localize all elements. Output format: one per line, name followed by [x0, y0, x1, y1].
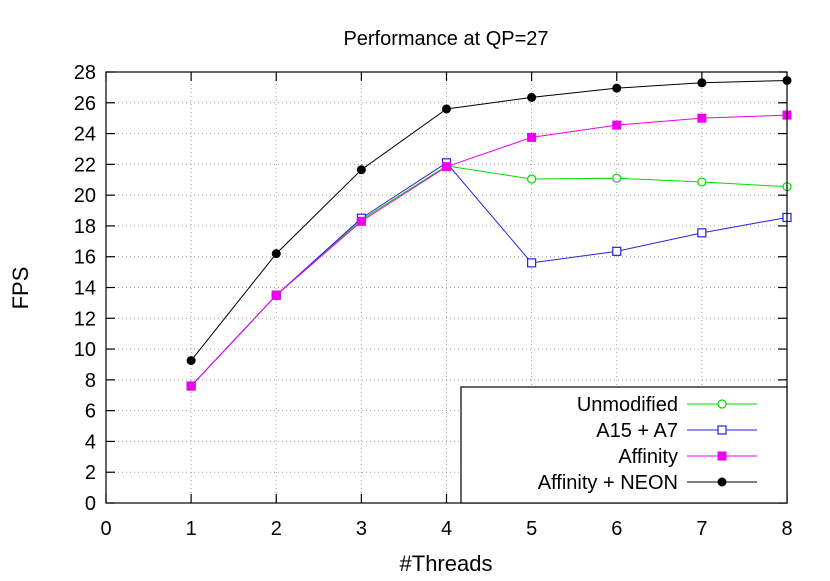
- data-point-affinity: [186, 381, 196, 391]
- y-tick-label: 0: [85, 493, 96, 515]
- y-tick-label: 4: [85, 431, 96, 453]
- data-point-affinity-neon: [186, 356, 196, 366]
- y-tick-label: 18: [74, 216, 96, 238]
- x-tick-label: 8: [781, 518, 792, 540]
- y-tick-label: 26: [74, 93, 96, 115]
- y-tick-label: 28: [74, 62, 96, 84]
- x-tick-label: 3: [356, 518, 367, 540]
- data-point-affinity-neon: [697, 78, 707, 88]
- chart-title: Performance at QP=27: [343, 28, 548, 50]
- grid-lines: [106, 72, 787, 503]
- data-point-affinity: [356, 216, 366, 226]
- series-a15-a7: [186, 158, 792, 391]
- series-affinity-neon: [186, 75, 792, 366]
- y-tick-label: 8: [85, 370, 96, 392]
- data-point-affinity: [527, 132, 537, 142]
- y-tick-label: 12: [74, 308, 96, 330]
- series-layer: [186, 75, 792, 391]
- x-tick-label: 0: [100, 518, 111, 540]
- data-point-unmodified: [697, 177, 707, 187]
- data-point-unmodified: [527, 174, 537, 184]
- series-unmodified: [186, 161, 792, 391]
- legend-label-affinity-neon: Affinity + NEON: [538, 472, 678, 494]
- data-point-affinity: [697, 113, 707, 123]
- legend: Unmodified A15 + A7 Affinity Affinity + NEO…: [460, 386, 788, 504]
- y-tick-label: 24: [74, 124, 96, 146]
- series-line-a15-a7: [190, 162, 788, 387]
- y-tick-label: 6: [85, 401, 96, 423]
- y-tick-label: 22: [74, 154, 96, 176]
- data-point-affinity-neon: [271, 249, 281, 259]
- data-point-unmodified: [612, 173, 622, 183]
- y-tick-label: 16: [74, 247, 96, 269]
- legend-marker-affinity-neon: [717, 477, 727, 487]
- x-tick-label: 7: [696, 518, 707, 540]
- series-affinity: [186, 110, 792, 391]
- data-point-affinity: [612, 120, 622, 130]
- data-point-affinity-neon: [527, 92, 537, 102]
- x-tick-label: 5: [526, 518, 537, 540]
- data-point-affinity-neon: [442, 104, 451, 114]
- series-line-affinity-neon: [190, 79, 788, 361]
- y-axis-label: FPS: [8, 267, 33, 310]
- legend-label-unmodified: Unmodified: [577, 394, 678, 416]
- data-point-affinity: [442, 162, 451, 172]
- legend-label-a15-a7: A15 + A7: [596, 420, 678, 442]
- data-point-a15-a7: [697, 228, 707, 238]
- data-point-a15-a7: [527, 258, 537, 268]
- x-tick-label: 1: [186, 518, 197, 540]
- data-point-affinity-neon: [612, 83, 622, 93]
- legend-box: [460, 386, 788, 504]
- y-tick-label: 20: [74, 185, 96, 207]
- legend-marker-affinity: [717, 451, 727, 461]
- legend-label-affinity: Affinity: [618, 446, 678, 468]
- data-point-a15-a7: [612, 246, 622, 256]
- series-line-unmodified: [190, 165, 788, 387]
- plot-frame: [105, 71, 788, 504]
- data-point-affinity: [271, 290, 281, 300]
- y-tick-label: 10: [74, 339, 96, 361]
- series-line-affinity: [190, 114, 788, 387]
- x-axis-label: #Threads: [400, 551, 493, 576]
- x-tick-label: 6: [611, 518, 622, 540]
- legend-marker-a15-a7: [717, 425, 727, 435]
- x-tick-label: 2: [271, 518, 282, 540]
- data-point-affinity-neon: [356, 165, 366, 175]
- x-tick-label: 4: [441, 518, 452, 540]
- y-tick-label: 14: [74, 278, 96, 300]
- legend-marker-unmodified: [717, 399, 727, 409]
- y-tick-label: 2: [85, 462, 96, 484]
